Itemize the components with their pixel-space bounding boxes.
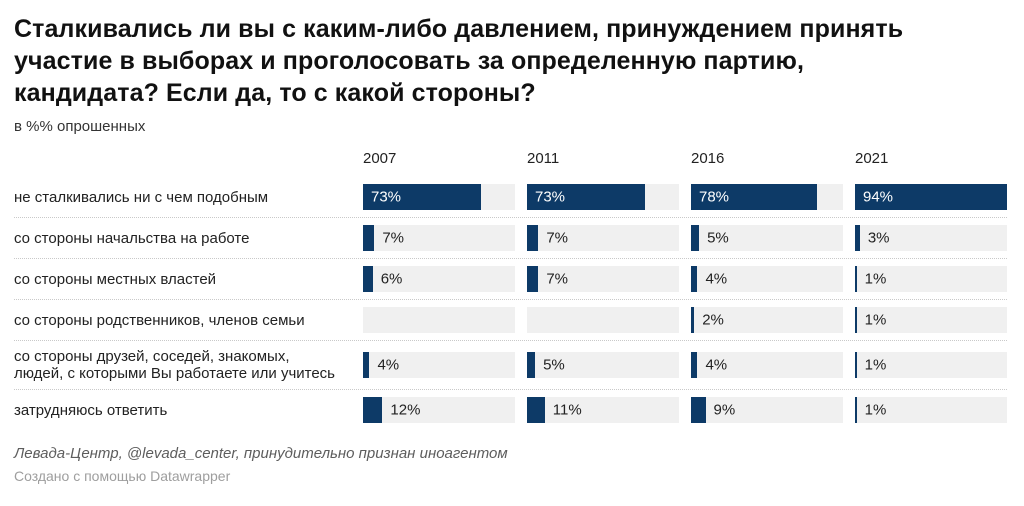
- value-label: 6%: [380, 270, 403, 288]
- bar-track: 73%: [527, 184, 679, 210]
- bar-track: 2%: [691, 307, 843, 333]
- value-label: 1%: [864, 270, 887, 288]
- bar: [855, 225, 860, 251]
- page-title: Сталкивались ли вы с каким-либо давление…: [14, 15, 904, 107]
- bar-track: 1%: [855, 397, 1007, 423]
- row-label: со стороны родственников, членов семьи: [14, 311, 305, 329]
- bar: [691, 225, 700, 251]
- bar-track: 1%: [855, 307, 1007, 333]
- bar-table-chart: 2007 2011 2016 2021 не сталкивались ни с че…: [14, 150, 1007, 430]
- bar: [363, 397, 383, 423]
- value-label: 94%: [863, 188, 894, 206]
- column-header-2016: 2016: [691, 150, 725, 167]
- value-label: 4%: [377, 356, 400, 374]
- bar: [691, 307, 695, 333]
- bar: [363, 266, 373, 292]
- bar: [855, 352, 857, 378]
- bar: [527, 225, 539, 251]
- table-row: затрудняюсь ответить 12% 11% 9% 1%: [14, 389, 1007, 430]
- value-label: 11%: [552, 401, 582, 419]
- row-label: со стороны местных властей: [14, 270, 217, 288]
- source-note: Левада-Центр, @levada_center, принудител…: [14, 445, 508, 462]
- value-label: 5%: [543, 356, 565, 374]
- bar: [691, 397, 706, 423]
- column-header-2011: 2011: [527, 150, 560, 167]
- bar-track: 5%: [527, 352, 679, 378]
- bar-track: 6%: [363, 266, 515, 292]
- bar: [527, 352, 536, 378]
- value-label: 4%: [705, 270, 728, 288]
- value-label: 3%: [867, 229, 890, 247]
- value-label: 4%: [705, 356, 728, 374]
- datawrapper-credit-link[interactable]: Создано с помощью Datawrapper: [14, 468, 231, 484]
- table-row: со стороны родственников, членов семьи 2%…: [14, 299, 1007, 340]
- bar: [527, 397, 545, 423]
- row-label: со стороны друзей, соседей, знакомых, лю…: [14, 348, 335, 382]
- table-row: со стороны начальства на работе 7% 7% 5% 3%: [14, 217, 1007, 258]
- bar-track: 7%: [363, 225, 515, 251]
- bar: [691, 352, 698, 378]
- bar-track: 4%: [363, 352, 515, 378]
- bar-track: 7%: [527, 225, 679, 251]
- row-label: не сталкивались ни с чем подобным: [14, 188, 269, 206]
- bar: [363, 184, 482, 210]
- chart-rows: не сталкивались ни с чем подобным 73% 73% 7…: [14, 177, 1007, 430]
- table-row: со стороны друзей, соседей, знакомых, лю…: [14, 340, 1007, 389]
- bar: [855, 397, 857, 423]
- bar-track: 4%: [691, 266, 843, 292]
- value-label: 7%: [546, 270, 568, 288]
- value-label: 9%: [713, 401, 736, 419]
- bar-track: 1%: [855, 352, 1007, 378]
- bar: [527, 266, 539, 292]
- value-label: 2%: [702, 311, 724, 329]
- row-label: затрудняюсь ответить: [14, 401, 168, 419]
- bar: [855, 184, 1007, 210]
- bar: [855, 307, 857, 333]
- row-label: со стороны начальства на работе: [14, 229, 250, 247]
- bar-track: 4%: [691, 352, 843, 378]
- table-row: не сталкивались ни с чем подобным 73% 73% 7…: [14, 177, 1007, 217]
- bar-track: 11%: [527, 397, 679, 423]
- bar: [855, 266, 857, 292]
- bar-track: 94%: [855, 184, 1007, 210]
- value-label: 7%: [546, 229, 568, 247]
- bar-track: [363, 307, 515, 333]
- value-label: 1%: [864, 311, 887, 329]
- bar-track: 1%: [855, 266, 1007, 292]
- value-label: 1%: [864, 356, 887, 374]
- value-label: 12%: [390, 401, 421, 419]
- bar-track: 12%: [363, 397, 515, 423]
- value-label: 78%: [699, 188, 730, 206]
- bar-track: 9%: [691, 397, 843, 423]
- chart-subtitle: в %% опрошенных: [14, 118, 146, 135]
- bar-track: 7%: [527, 266, 679, 292]
- bar-track: 3%: [855, 225, 1007, 251]
- bar-track: 5%: [691, 225, 843, 251]
- bar: [527, 184, 646, 210]
- table-row: со стороны местных властей 6% 7% 4% 1%: [14, 258, 1007, 299]
- value-label: 5%: [707, 229, 729, 247]
- column-header-2021: 2021: [855, 150, 889, 167]
- bar: [363, 352, 370, 378]
- bar: [363, 225, 375, 251]
- value-label: 73%: [535, 188, 566, 206]
- value-label: 7%: [382, 229, 404, 247]
- bar: [691, 184, 818, 210]
- bar-track: 78%: [691, 184, 843, 210]
- column-header-2007: 2007: [363, 150, 397, 167]
- bar: [691, 266, 698, 292]
- value-label: 73%: [371, 188, 402, 206]
- bar-track: 73%: [363, 184, 515, 210]
- bar-track: [527, 307, 679, 333]
- year-header-row: 2007 2011 2016 2021: [14, 150, 1007, 168]
- value-label: 1%: [864, 401, 887, 419]
